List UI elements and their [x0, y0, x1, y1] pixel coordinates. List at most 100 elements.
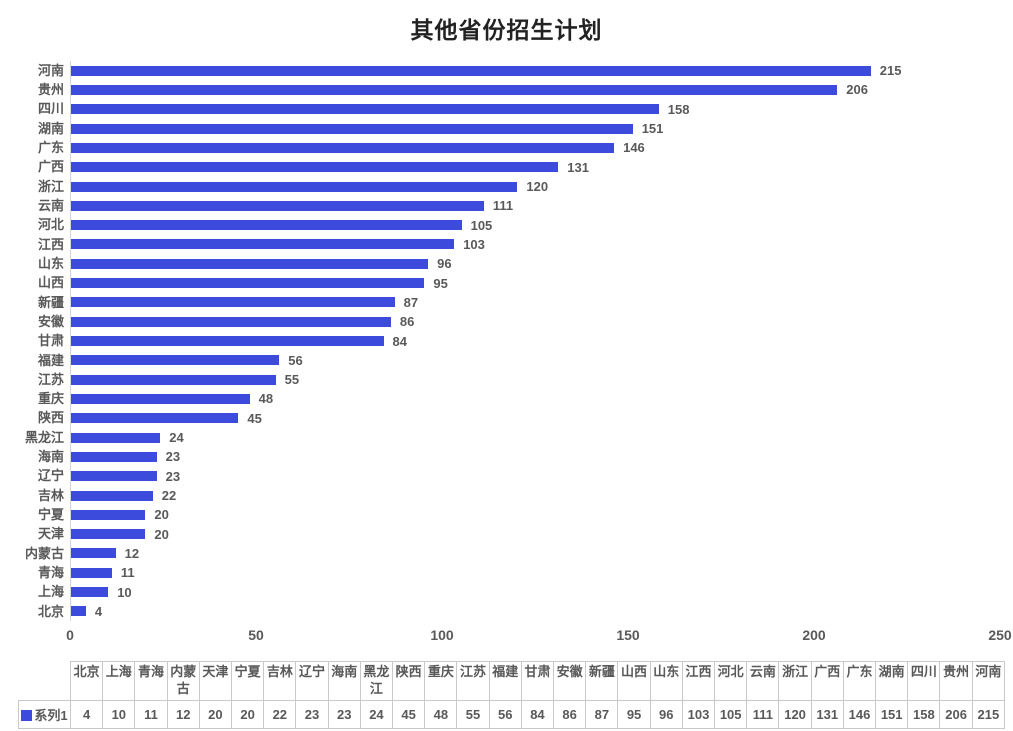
table-column-header: 广东: [842, 661, 877, 701]
table-value-cell: 55: [456, 700, 490, 729]
category-label: 内蒙古: [24, 545, 64, 561]
category-label: 宁夏: [37, 507, 64, 523]
bar-row: 山西 95: [0, 273, 1013, 292]
table-value-cell: 215: [971, 700, 1006, 729]
table-column-header: 山西: [617, 661, 651, 701]
value-label: 158: [667, 101, 690, 117]
table-value-cell: 12: [166, 700, 200, 729]
table-value-cell: 56: [488, 700, 522, 729]
value-label: 12: [124, 545, 140, 561]
table-value-cell: 206: [939, 700, 973, 729]
bar-row: 上海 10: [0, 582, 1013, 601]
bar-row: 贵州 206: [0, 80, 1013, 99]
value-label: 84: [392, 333, 407, 349]
value-label: 56: [288, 352, 303, 368]
category-label: 陕西: [37, 410, 64, 426]
value-label: 10: [117, 584, 132, 600]
table-column-header: 青海: [134, 661, 168, 701]
category-label: 湖南: [37, 120, 64, 136]
value-label: 22: [161, 488, 177, 504]
table-column-header: 新疆: [585, 661, 619, 701]
bar: [71, 220, 462, 231]
bar-row: 天津 20: [0, 525, 1013, 544]
bar: [71, 104, 659, 115]
table-value-cell: 20: [231, 700, 265, 729]
value-label: 111: [492, 198, 514, 214]
value-label: 45: [247, 410, 262, 426]
table-data-row: 系列1 4 10 11 12 20 20 22 23 23 24 45 48 55 56 84 86 87 95 96…: [18, 700, 1006, 729]
table-column-header: 安徽: [553, 661, 587, 701]
table-column-header: 天津: [198, 661, 233, 701]
bar: [71, 529, 146, 540]
table-column-header: 广西: [810, 661, 844, 701]
bar: [71, 490, 153, 501]
table-column-header: 黑龙江: [359, 661, 394, 701]
category-label: 河南: [37, 62, 64, 78]
category-label: 北京: [37, 603, 64, 619]
bar-row: 北京 4: [0, 602, 1013, 621]
table-value-cell: 4: [69, 700, 104, 729]
category-label: 黑龙江: [24, 429, 64, 445]
table-value-cell: 11: [134, 700, 168, 729]
table-column-header: 贵州: [939, 661, 973, 701]
bar: [71, 239, 455, 250]
value-label: 120: [526, 179, 549, 195]
bar-row: 山东 96: [0, 254, 1013, 273]
table-header-row: 北京 上海 青海 内蒙古 天津 宁夏 吉林 辽宁 海南 黑龙江 陕西 重庆 江苏 福建 甘肃 安徽 新疆 山西 山东…: [19, 661, 1006, 701]
x-axis-tick-label: 50: [248, 627, 264, 643]
bar-row: 辽宁 23: [0, 467, 1013, 486]
table-column-header: 重庆: [424, 661, 458, 701]
bar-row: 湖南 151: [0, 119, 1013, 138]
bar: [71, 142, 615, 153]
y-axis-line: [70, 61, 71, 621]
table-column-header: 上海: [102, 661, 136, 701]
bar: [71, 509, 146, 520]
table-column-header: 海南: [327, 661, 361, 701]
bar-row: 广东 146: [0, 138, 1013, 157]
table-value-cell: 48: [424, 700, 458, 729]
table-value-cell: 146: [842, 700, 877, 729]
x-axis-tick-label: 100: [430, 627, 454, 643]
table-corner-cell: [19, 662, 71, 701]
series-legend-label: 系列1: [34, 708, 68, 723]
category-label: 江西: [37, 236, 64, 252]
table-column-header: 山东: [649, 661, 683, 701]
value-label: 86: [399, 314, 415, 330]
category-label: 辽宁: [37, 468, 64, 484]
bar-row: 广西 131: [0, 158, 1013, 177]
table-column-header: 四川: [907, 661, 941, 701]
value-label: 48: [258, 391, 274, 407]
value-label: 103: [463, 236, 485, 252]
bar-row: 安徽 86: [0, 312, 1013, 331]
bar-row: 福建 56: [0, 351, 1013, 370]
bar-row: 江苏 55: [0, 370, 1013, 389]
value-label: 146: [623, 140, 645, 156]
bar-row: 四川 158: [0, 100, 1013, 119]
bar-row: 陕西 45: [0, 409, 1013, 428]
category-label: 广东: [37, 140, 64, 156]
bar: [71, 65, 871, 76]
x-axis-tick-label: 200: [802, 627, 826, 643]
table-value-cell: 111: [746, 700, 780, 729]
category-label: 河北: [37, 217, 64, 233]
table-value-cell: 120: [778, 700, 812, 729]
value-label: 23: [165, 468, 181, 484]
table-column-header: 陕西: [392, 661, 426, 701]
bar: [71, 606, 86, 617]
bar: [71, 587, 109, 598]
bar-row: 吉林 22: [0, 486, 1013, 505]
bar: [71, 548, 116, 559]
bar-row: 黑龙江 24: [0, 428, 1013, 447]
table-value-cell: 151: [875, 700, 909, 729]
table-column-header: 福建: [488, 661, 522, 701]
category-label: 安徽: [37, 313, 64, 329]
bar: [71, 123, 633, 134]
table-column-header: 河北: [714, 661, 748, 701]
data-table: 北京 上海 青海 内蒙古 天津 宁夏 吉林 辽宁 海南 黑龙江 陕西 重庆 江苏 福建 甘肃 安徽 新疆 山西 山东…: [18, 661, 1006, 729]
value-label: 87: [403, 294, 419, 310]
bar-row: 新疆 87: [0, 293, 1013, 312]
table-value-cell: 87: [585, 700, 619, 729]
bar: [71, 432, 161, 443]
series-legend-cell: 系列1: [18, 700, 71, 729]
